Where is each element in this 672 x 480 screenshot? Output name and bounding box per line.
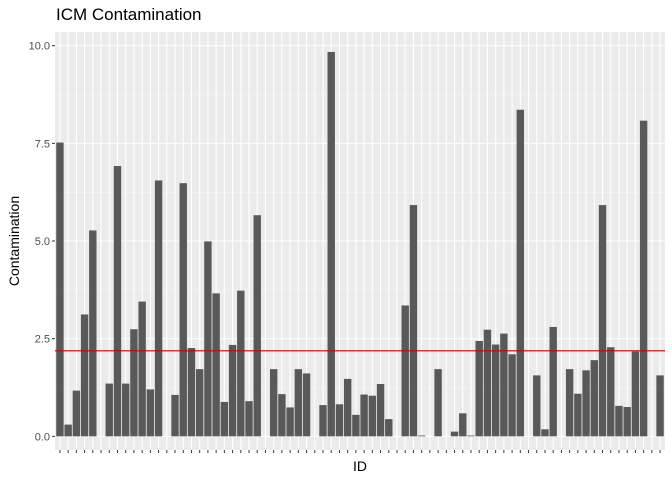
bar: [549, 326, 557, 437]
bar: [401, 305, 409, 437]
bar: [122, 383, 130, 437]
bar: [590, 360, 598, 437]
bar: [533, 375, 541, 437]
bar: [352, 414, 360, 437]
bar: [434, 369, 442, 437]
bar: [516, 109, 525, 437]
bar: [204, 241, 212, 437]
bar: [335, 404, 344, 437]
x-axis: [59, 450, 661, 453]
bar: [385, 419, 393, 437]
x-axis-title: ID: [353, 458, 367, 474]
bar: [130, 329, 138, 437]
bar: [508, 354, 516, 437]
bar: [639, 120, 648, 437]
bar: [360, 394, 368, 437]
y-tick-label: 7.5: [35, 138, 50, 150]
bar: [105, 383, 113, 437]
bar: [294, 369, 303, 437]
y-axis: 0.0 2.5 5.0 7.5 10.0: [29, 41, 55, 443]
bar: [302, 373, 311, 437]
bar: [368, 395, 377, 437]
bar: [56, 142, 64, 437]
bar: [64, 424, 72, 437]
bar: [138, 301, 146, 437]
bar: [565, 369, 574, 437]
y-axis-title: Contamination: [6, 196, 22, 286]
bar: [187, 348, 196, 437]
bars: [56, 51, 664, 437]
bar: [154, 180, 163, 437]
bar: [631, 351, 640, 437]
bar: [89, 230, 97, 437]
bar: [475, 341, 483, 437]
bar: [113, 165, 122, 437]
bar: [278, 394, 286, 437]
bar: [245, 401, 253, 437]
bar: [195, 369, 204, 437]
bar: [146, 389, 155, 437]
bar: [582, 370, 590, 437]
bar: [237, 290, 245, 437]
bar: [286, 407, 294, 437]
bar: [467, 435, 475, 437]
chart-title: ICM Contamination: [56, 5, 202, 24]
bar: [574, 393, 582, 437]
bar: [253, 215, 261, 437]
bar: [483, 329, 492, 437]
bar: [179, 183, 187, 437]
bar: [220, 401, 229, 437]
y-tick-label: 10.0: [29, 41, 50, 53]
bar: [409, 205, 418, 437]
bar: [269, 369, 278, 437]
y-tick-label: 0.0: [35, 431, 50, 443]
bar: [417, 435, 426, 437]
bar: [327, 51, 335, 437]
bar: [541, 429, 549, 437]
bar: [80, 314, 89, 437]
bar: [72, 390, 81, 437]
bar: [343, 378, 352, 437]
bar: [228, 344, 237, 437]
bar: [623, 407, 631, 437]
bar: [491, 344, 500, 437]
bar: [319, 405, 327, 437]
bar: [212, 293, 220, 437]
bar: [607, 347, 615, 437]
bar: [598, 205, 607, 437]
bar: [615, 405, 623, 437]
bar: [459, 413, 467, 437]
bar: [656, 375, 664, 437]
bar: [500, 333, 508, 437]
y-tick-label: 2.5: [35, 334, 50, 346]
bar: [376, 383, 385, 437]
bar: [450, 431, 459, 437]
bar: [171, 394, 179, 437]
y-tick-label: 5.0: [35, 236, 50, 248]
